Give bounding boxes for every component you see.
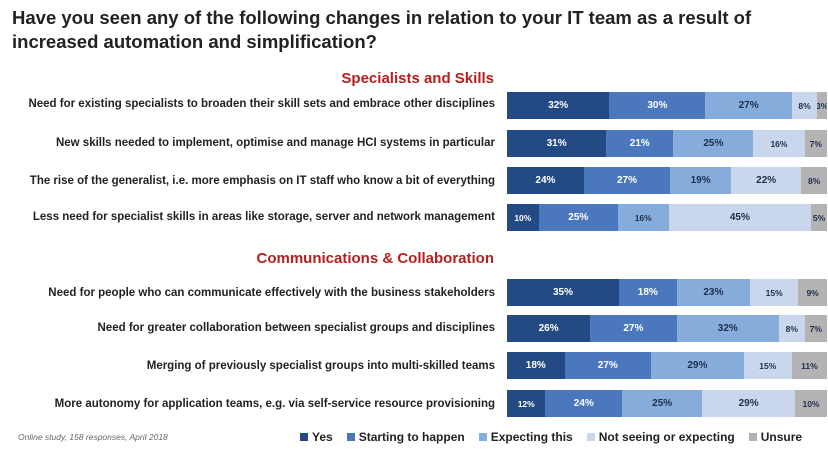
- bar-segment: 24%: [507, 167, 584, 194]
- section-title-specialists: Specialists and Skills: [341, 70, 494, 87]
- bar-segment: 27%: [590, 315, 677, 342]
- bar-segment: 45%: [668, 204, 812, 231]
- row-label: Need for greater collaboration between s…: [97, 322, 496, 334]
- bar-segment: 16%: [753, 130, 805, 157]
- bar-segment: 10%: [507, 204, 539, 231]
- row-label: Need for people who can communicate effe…: [48, 287, 495, 299]
- row-label: Need for existing specialists to broaden…: [28, 98, 495, 110]
- bar-segment: 25%: [673, 130, 754, 157]
- bar-segment: 15%: [750, 279, 799, 306]
- bar-segment: 5%: [811, 204, 827, 231]
- legend-label: Starting to happen: [358, 430, 465, 444]
- bar-segment: 32%: [507, 92, 610, 119]
- bar-segment: 31%: [507, 130, 607, 157]
- bar-segment: 27%: [564, 352, 651, 379]
- legend-swatch: [300, 433, 308, 441]
- bar-segment: 23%: [676, 279, 751, 306]
- row-label: Less need for specialist skills in areas…: [32, 211, 495, 223]
- bar-segment: 3%: [817, 92, 827, 119]
- section-title-communications: Communications & Collaboration: [256, 250, 494, 267]
- bar-segment: 8%: [791, 92, 818, 119]
- stacked-bar: 26% 27% 32% 8% 7%: [507, 315, 827, 342]
- bar-segment: 7%: [804, 315, 827, 342]
- bar-segment: 10%: [794, 390, 827, 417]
- legend-label: Yes: [312, 430, 333, 444]
- legend-item-not-seeing: Not seeing or expecting: [586, 430, 735, 444]
- legend-label: Expecting this: [490, 430, 573, 444]
- row-label: The rise of the generalist, i.e. more em…: [29, 175, 495, 187]
- legend-label: Not seeing or expecting: [598, 430, 735, 444]
- bar-segment: 16%: [617, 204, 669, 231]
- stacked-bar: 10% 25% 16% 45% 5%: [507, 204, 827, 231]
- legend-swatch: [478, 433, 487, 441]
- bar-segment: 18%: [619, 279, 677, 306]
- stacked-bar: 31% 21% 25% 16% 7%: [507, 130, 827, 157]
- bar-segment: 27%: [583, 167, 671, 194]
- stacked-bar: 12% 24% 25% 29% 10%: [507, 390, 827, 417]
- chart-title: Have you seen any of the following chang…: [12, 7, 752, 52]
- bar-segment: 25%: [622, 390, 703, 417]
- bar-segment: 19%: [670, 167, 731, 194]
- bar-segment: 32%: [676, 315, 779, 342]
- stacked-bar: 18% 27% 29% 15% 11%: [507, 352, 827, 379]
- bar-segment: 7%: [804, 130, 827, 157]
- legend: Yes Starting to happen Expecting this No…: [300, 430, 802, 444]
- stacked-bar: 32%30%27%8%3%: [507, 92, 827, 119]
- bar-segment: 29%: [702, 390, 795, 417]
- bar-segment: 30%: [609, 92, 706, 119]
- source-note: Online study, 158 responses, April 2018: [18, 432, 168, 442]
- legend-swatch: [748, 433, 757, 441]
- legend-swatch: [586, 433, 595, 441]
- bar-segment: 25%: [538, 204, 618, 231]
- bar-segment: 21%: [606, 130, 674, 157]
- bar-segment: 8%: [801, 167, 827, 194]
- legend-item-starting: Starting to happen: [346, 430, 465, 444]
- bar-segment: 18%: [507, 352, 565, 379]
- bar-segment: 11%: [791, 352, 827, 379]
- legend-label: Unsure: [760, 430, 803, 444]
- bar-segment: 24%: [545, 390, 623, 417]
- row-label: Merging of previously specialist groups …: [146, 360, 495, 372]
- bar-segment: 27%: [705, 92, 792, 119]
- legend-item-yes: Yes: [300, 430, 333, 444]
- bar-segment: 29%: [650, 352, 744, 379]
- row-label: New skills needed to implement, optimise…: [55, 137, 495, 149]
- stacked-bar: 35% 18% 23% 15% 9%: [507, 279, 827, 306]
- bar-segment: 9%: [798, 279, 827, 306]
- legend-item-expecting: Expecting this: [478, 430, 573, 444]
- bar-segment: 12%: [507, 390, 546, 417]
- legend-item-unsure: Unsure: [748, 430, 803, 444]
- stacked-bar: 24% 27% 19% 22% 8%: [507, 167, 827, 194]
- bar-segment: 15%: [743, 352, 792, 379]
- legend-swatch: [346, 433, 355, 441]
- bar-segment: 8%: [778, 315, 805, 342]
- bar-segment: 22%: [730, 167, 802, 194]
- bar-segment: 26%: [507, 315, 591, 342]
- row-label: More autonomy for application teams, e.g…: [54, 398, 495, 410]
- bar-segment: 35%: [507, 279, 619, 306]
